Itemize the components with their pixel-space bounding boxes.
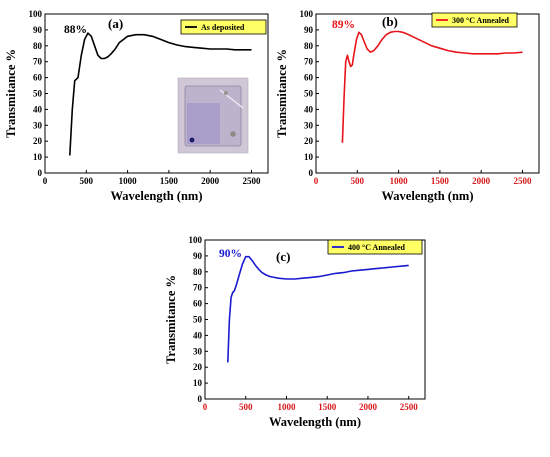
x-tick-label: 500 <box>80 176 94 186</box>
x-axis-label: Wavelength (nm) <box>269 415 361 429</box>
y-tick-label: 90 <box>33 25 43 35</box>
y-tick-label: 80 <box>304 41 314 51</box>
y-tick-label: 70 <box>33 57 43 67</box>
peak-annotation-a: 88% <box>64 24 87 36</box>
series-line-c <box>227 255 409 363</box>
y-tick-label: 20 <box>304 136 314 146</box>
y-tick-label: 0 <box>198 394 203 404</box>
y-tick-label: 0 <box>309 168 314 178</box>
y-tick-label: 70 <box>304 57 314 67</box>
contact-pad <box>230 131 236 137</box>
y-tick-label: 60 <box>33 73 43 83</box>
y-tick-label: 40 <box>33 104 43 114</box>
x-tick-label: 0 <box>43 176 48 186</box>
y-tick-label: 60 <box>193 299 203 309</box>
contact-pad-top <box>223 90 229 96</box>
x-tick-label: 1000 <box>390 176 409 186</box>
x-tick-label: 500 <box>239 402 253 412</box>
x-tick-label: 2000 <box>472 176 491 186</box>
plot-frame-b <box>315 13 540 174</box>
y-tick-label: 10 <box>33 152 43 162</box>
blue-dot <box>189 137 195 143</box>
y-tick-label: 100 <box>300 9 314 19</box>
y-tick-label: 70 <box>193 283 203 293</box>
y-axis-label: Transmitance % <box>275 49 289 138</box>
x-tick-label: 2000 <box>359 402 378 412</box>
x-axis-label: Wavelength (nm) <box>110 189 202 203</box>
plot-frame-c <box>204 239 426 400</box>
y-tick-label: 10 <box>304 152 314 162</box>
x-tick-label: 1000 <box>119 176 138 186</box>
x-axis-label: Wavelength (nm) <box>381 189 473 203</box>
y-tick-label: 50 <box>193 315 203 325</box>
peak-annotation-c: 90% <box>219 248 242 260</box>
y-tick-label: 90 <box>193 251 203 261</box>
y-tick-label: 100 <box>189 235 203 245</box>
x-tick-label: 1000 <box>277 402 296 412</box>
y-tick-label: 50 <box>33 89 43 99</box>
panel-label-b: (b) <box>382 14 398 29</box>
legend-box-b <box>431 12 518 28</box>
x-tick-label: 1500 <box>160 176 179 186</box>
y-axis-label: Transmitance % <box>164 275 178 364</box>
series-line-b <box>341 30 523 143</box>
sample-photo-inset <box>177 77 249 154</box>
y-tick-label: 40 <box>193 330 203 340</box>
y-tick-label: 90 <box>304 25 314 35</box>
panel-label-a: (a) <box>108 16 123 31</box>
y-tick-label: 30 <box>304 120 314 130</box>
y-tick-label: 30 <box>193 346 203 356</box>
peak-annotation-b: 89% <box>332 19 355 31</box>
y-tick-label: 40 <box>304 104 314 114</box>
x-tick-label: 0 <box>203 402 208 412</box>
x-tick-label: 1500 <box>318 402 337 412</box>
legend-label-b: 300 °C Annealed <box>452 16 510 25</box>
legend-label-c: 400 °C Annealed <box>348 243 406 252</box>
x-tick-label: 1500 <box>431 176 450 186</box>
x-tick-label: 2500 <box>513 176 532 186</box>
y-tick-label: 100 <box>29 9 43 19</box>
x-tick-label: 500 <box>351 176 365 186</box>
legend-box-c <box>327 239 423 255</box>
y-tick-label: 80 <box>33 41 43 51</box>
y-tick-label: 0 <box>38 168 43 178</box>
legend-label-a: As deposited <box>201 23 245 32</box>
y-tick-label: 50 <box>304 89 314 99</box>
x-tick-label: 2500 <box>400 402 419 412</box>
x-tick-label: 2500 <box>242 176 261 186</box>
y-tick-label: 30 <box>33 120 43 130</box>
x-tick-label: 0 <box>314 176 319 186</box>
x-tick-label: 2000 <box>201 176 220 186</box>
coated-film <box>187 103 220 144</box>
y-tick-label: 60 <box>304 73 314 83</box>
y-tick-label: 20 <box>193 362 203 372</box>
y-axis-label: Transmitance % <box>4 49 18 138</box>
y-tick-label: 20 <box>33 136 43 146</box>
y-tick-label: 80 <box>193 267 203 277</box>
y-tick-label: 10 <box>193 378 203 388</box>
legend-box-a <box>180 19 267 35</box>
panel-label-c: (c) <box>276 249 290 264</box>
series-line-a <box>69 32 252 156</box>
